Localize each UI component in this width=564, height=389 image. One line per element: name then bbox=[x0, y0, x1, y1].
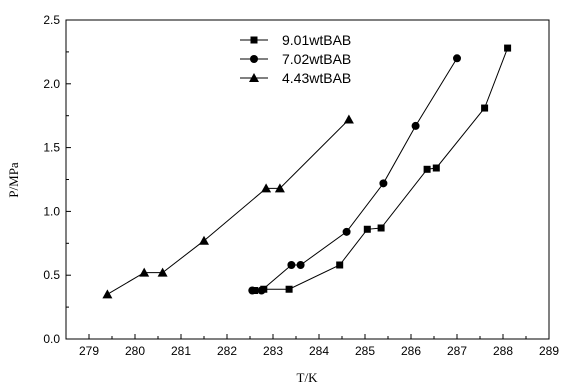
legend-label: 4.43wtBAB bbox=[282, 70, 351, 86]
data-point-square bbox=[504, 44, 512, 52]
y-axis-title: P/MPa bbox=[6, 162, 21, 198]
data-point-square bbox=[432, 164, 440, 172]
data-point-square bbox=[250, 36, 258, 44]
data-point-triangle bbox=[157, 267, 168, 277]
x-tick-label: 283 bbox=[263, 344, 283, 358]
series-line bbox=[107, 119, 350, 295]
data-point-triangle bbox=[249, 73, 259, 82]
data-point-square bbox=[481, 104, 489, 112]
x-tick-label: 286 bbox=[401, 344, 421, 358]
x-tick-label: 287 bbox=[447, 344, 467, 358]
data-point-circle bbox=[257, 286, 266, 295]
data-point-circle bbox=[411, 121, 420, 130]
data-point-circle bbox=[248, 286, 257, 295]
legend-item: 9.01wtBAB bbox=[240, 32, 351, 48]
y-axis: 0.0 0.5 1.0 1.5 2.0 2.5 bbox=[43, 13, 71, 346]
x-axis-title: T/K bbox=[297, 370, 319, 385]
x-tick-label: 280 bbox=[125, 344, 145, 358]
data-point-circle bbox=[250, 55, 258, 63]
x-tick-label: 282 bbox=[217, 344, 237, 358]
x-tick-label: 284 bbox=[309, 344, 329, 358]
series-line bbox=[252, 58, 458, 291]
data-point-triangle bbox=[261, 183, 272, 193]
data-point-square bbox=[423, 165, 431, 173]
series-layer bbox=[102, 44, 512, 299]
data-point-circle bbox=[379, 179, 388, 188]
y-tick-label: 1.0 bbox=[43, 204, 60, 218]
data-point-triangle bbox=[274, 183, 285, 193]
x-tick-label: 285 bbox=[355, 344, 375, 358]
x-axis: 279 280 281 282 283 284 285 286 287 288 289 bbox=[65, 334, 559, 358]
data-point-circle bbox=[296, 260, 305, 269]
plot-frame bbox=[65, 19, 550, 340]
y-tick-label: 0.5 bbox=[43, 268, 60, 282]
data-point-square bbox=[377, 224, 385, 232]
series-line bbox=[254, 47, 509, 291]
data-point-circle bbox=[342, 227, 351, 236]
x-tick-label: 279 bbox=[79, 344, 99, 358]
y-tick-label: 2.5 bbox=[43, 13, 60, 27]
x-tick-label: 281 bbox=[171, 344, 191, 358]
data-point-triangle bbox=[199, 235, 209, 245]
data-point-triangle bbox=[139, 267, 150, 277]
data-point-circle bbox=[287, 260, 296, 269]
data-point-square bbox=[336, 261, 344, 269]
data-point-square bbox=[285, 285, 293, 293]
legend-item: 7.02wtBAB bbox=[240, 51, 351, 67]
data-point-square bbox=[363, 225, 371, 233]
y-tick-label: 2.0 bbox=[43, 77, 60, 91]
data-point-circle bbox=[453, 54, 461, 63]
legend-label: 9.01wtBAB bbox=[282, 32, 351, 48]
data-point-triangle bbox=[343, 114, 354, 124]
y-tick-label: 0.0 bbox=[43, 332, 60, 346]
x-tick-label: 288 bbox=[493, 344, 513, 358]
series-triangle bbox=[102, 114, 354, 299]
y-tick-label: 1.5 bbox=[43, 141, 60, 155]
series-circle bbox=[248, 54, 461, 295]
legend-item: 4.43wtBAB bbox=[240, 70, 351, 86]
legend: 9.01wtBAB 7.02wtBAB 4.43wtBAB bbox=[240, 32, 351, 86]
data-point-triangle bbox=[102, 289, 113, 299]
legend-label: 7.02wtBAB bbox=[282, 51, 351, 67]
x-tick-label: 289 bbox=[539, 344, 559, 358]
